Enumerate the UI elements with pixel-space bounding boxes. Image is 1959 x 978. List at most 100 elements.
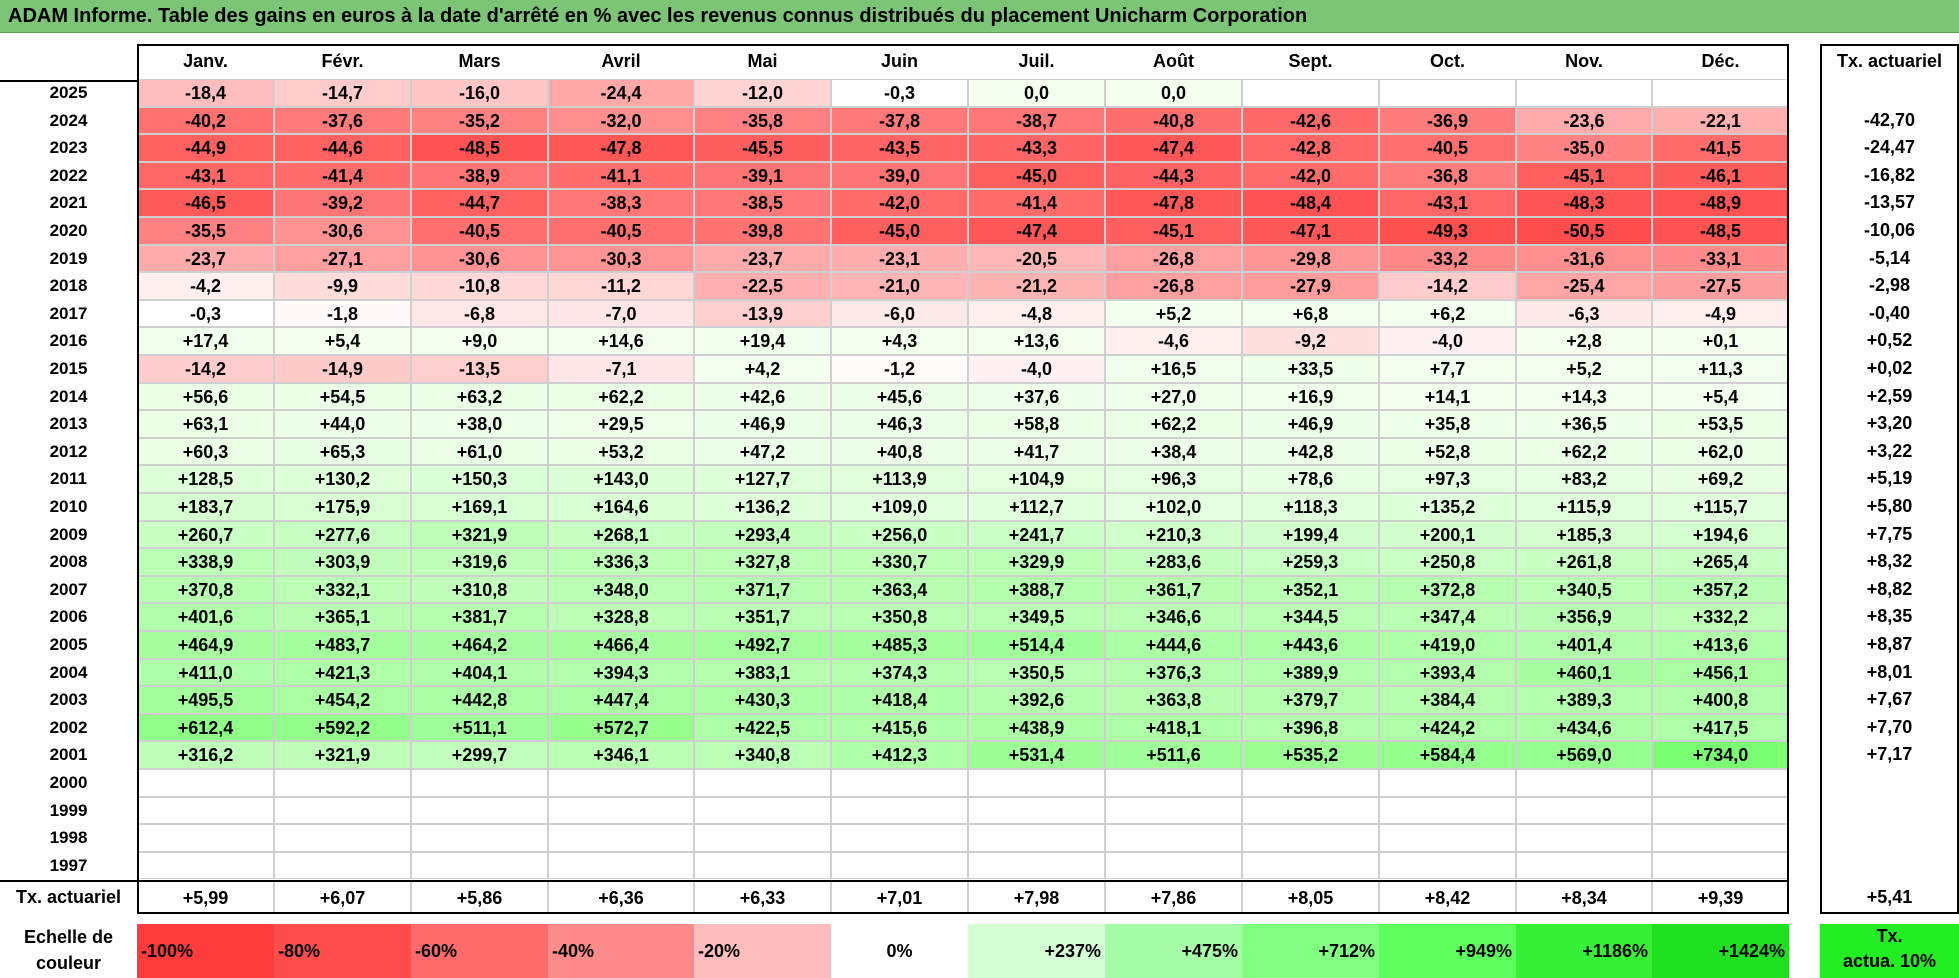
- cell-2020-7: -47,4: [968, 217, 1105, 245]
- cell-2023-4: -47,8: [548, 134, 694, 162]
- footer-value-6: +7,01: [831, 880, 968, 914]
- cell-2020-5: -39,8: [694, 217, 831, 245]
- tx-actuariel-2010: +5,80: [1866, 496, 1913, 516]
- cell-2000-10: [1379, 769, 1516, 797]
- cell-2007-6: +363,4: [831, 575, 968, 604]
- cell-2016-6: +4,3: [831, 327, 968, 355]
- legend-swatch-6: 0%: [831, 924, 968, 978]
- cell-2016-12: +0,1: [1652, 327, 1789, 355]
- cell-2016-2: +5,4: [274, 327, 411, 355]
- year-label-2014: 2014: [49, 386, 88, 406]
- cell-2002-10: +424,2: [1379, 713, 1516, 742]
- cell-2013-6: +46,3: [831, 410, 968, 438]
- cell-2010-9: +118,3: [1242, 493, 1379, 521]
- cell-2003-10: +384,4: [1379, 686, 1516, 714]
- cell-1997-7: [968, 851, 1105, 880]
- cell-2007-1: +370,8: [137, 575, 274, 604]
- tx-actuariel-2000: [1820, 769, 1959, 797]
- cell-2018-4: -11,2: [548, 272, 694, 300]
- cell-2018-5: -22,5: [694, 272, 831, 300]
- legend-swatch-12: +1424%: [1652, 924, 1789, 978]
- cell-2006-6: +350,8: [831, 603, 968, 631]
- month-header-10: Oct.: [1379, 44, 1516, 79]
- cell-2001-9: +535,2: [1242, 741, 1379, 769]
- cell-2018-3: -10,8: [411, 272, 548, 300]
- legend-swatch-7: +237%: [968, 924, 1105, 978]
- cell-2003-11: +389,3: [1516, 686, 1652, 714]
- cell-2017-9: +6,8: [1242, 299, 1379, 328]
- cell-2006-10: +347,4: [1379, 603, 1516, 631]
- cell-2024-9: -42,6: [1242, 106, 1379, 135]
- cell-2000-7: [968, 769, 1105, 797]
- cell-2008-8: +283,6: [1105, 548, 1242, 576]
- cell-2003-5: +430,3: [694, 686, 831, 714]
- cell-2009-9: +199,4: [1242, 520, 1379, 549]
- cell-2005-3: +464,2: [411, 631, 548, 659]
- cell-2025-10: [1379, 79, 1516, 107]
- cell-2016-8: -4,6: [1105, 327, 1242, 355]
- cell-2006-8: +346,6: [1105, 603, 1242, 631]
- tx-actuariel-2004: +8,01: [1866, 661, 1913, 682]
- cell-1998-2: [274, 824, 411, 852]
- cell-1997-2: [274, 851, 411, 880]
- cell-2021-3: -44,7: [411, 189, 548, 217]
- cell-1999-2: [274, 796, 411, 825]
- cell-2019-10: -33,2: [1379, 244, 1516, 273]
- year-label-2022: 2022: [49, 165, 88, 185]
- tx-actuariel-2001: +7,17: [1866, 744, 1913, 765]
- cell-2022-7: -45,0: [968, 161, 1105, 190]
- cell-2023-12: -41,5: [1652, 134, 1789, 162]
- cell-1997-5: [694, 851, 831, 880]
- cell-1997-4: [548, 851, 694, 880]
- cell-2018-11: -25,4: [1516, 272, 1652, 300]
- cell-2002-4: +572,7: [548, 713, 694, 742]
- cell-2024-8: -40,8: [1105, 106, 1242, 135]
- month-header-11: Nov.: [1516, 44, 1652, 79]
- cell-1997-3: [411, 851, 548, 880]
- cell-2004-4: +394,3: [548, 658, 694, 687]
- tx-actuariel-2024: -42,70: [1863, 109, 1916, 130]
- cell-2006-11: +356,9: [1516, 603, 1652, 631]
- cell-2000-11: [1516, 769, 1652, 797]
- cell-1997-9: [1242, 851, 1379, 880]
- cell-2022-11: -45,1: [1516, 161, 1652, 190]
- footer-value-11: +8,34: [1516, 880, 1652, 914]
- cell-2003-12: +400,8: [1652, 686, 1789, 714]
- month-header-1: Janv.: [137, 44, 274, 79]
- cell-2008-4: +336,3: [548, 548, 694, 576]
- cell-2009-7: +241,7: [968, 520, 1105, 549]
- cell-2004-8: +376,3: [1105, 658, 1242, 687]
- cell-2005-8: +444,6: [1105, 631, 1242, 659]
- month-header-5: Mai: [694, 44, 831, 79]
- cell-2004-10: +393,4: [1379, 658, 1516, 687]
- cell-2011-11: +83,2: [1516, 465, 1652, 493]
- cell-2015-2: -14,9: [274, 355, 411, 383]
- cell-2015-9: +33,5: [1242, 355, 1379, 383]
- year-label-2000: 2000: [49, 773, 88, 792]
- footer-divider: [0, 880, 1789, 882]
- cell-2018-12: -27,5: [1652, 272, 1789, 300]
- cell-2023-7: -43,3: [968, 134, 1105, 162]
- cell-2011-8: +96,3: [1105, 465, 1242, 493]
- tx-actuariel-2022: -16,82: [1863, 164, 1916, 185]
- cell-2010-4: +164,6: [548, 493, 694, 521]
- cell-2006-7: +349,5: [968, 603, 1105, 631]
- cell-2017-2: -1,8: [274, 299, 411, 328]
- cell-2013-3: +38,0: [411, 410, 548, 438]
- cell-2009-6: +256,0: [831, 520, 968, 549]
- cell-2013-4: +29,5: [548, 410, 694, 438]
- cell-1997-8: [1105, 851, 1242, 880]
- cell-2022-5: -39,1: [694, 161, 831, 190]
- cell-2008-11: +261,8: [1516, 548, 1652, 576]
- cell-2020-1: -35,5: [137, 217, 274, 245]
- cell-2020-2: -30,6: [274, 217, 411, 245]
- cell-2024-1: -40,2: [137, 106, 274, 135]
- cell-2019-1: -23,7: [137, 244, 274, 273]
- cell-2013-11: +36,5: [1516, 410, 1652, 438]
- cell-2018-9: -27,9: [1242, 272, 1379, 300]
- cell-2022-8: -44,3: [1105, 161, 1242, 190]
- cell-2025-9: [1242, 79, 1379, 107]
- cell-2005-10: +419,0: [1379, 631, 1516, 659]
- year-label-2011: 2011: [50, 469, 87, 489]
- cell-2016-11: +2,8: [1516, 327, 1652, 355]
